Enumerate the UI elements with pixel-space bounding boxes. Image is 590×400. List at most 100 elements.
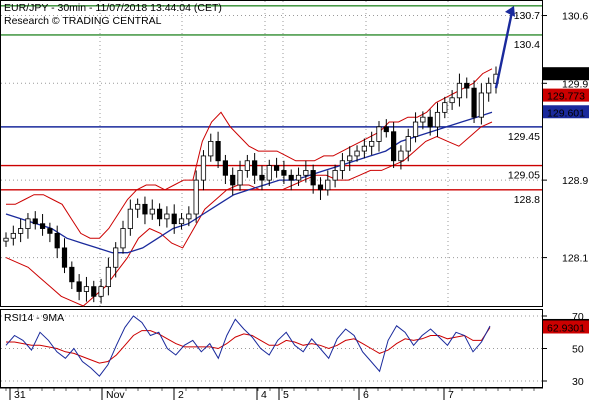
candle-body — [193, 179, 199, 215]
x-tick-label: 6 — [363, 389, 369, 400]
candle-body — [434, 111, 441, 128]
x-tick-label: 4 — [261, 389, 267, 400]
rsi-tick-label: 30 — [572, 376, 584, 388]
candle-body — [127, 208, 133, 229]
x-axis: 31 Nov 2 4 5 6 7 — [0, 387, 543, 400]
level-label: 129.05 — [508, 170, 540, 182]
candle-body — [295, 174, 302, 181]
candle-body — [288, 174, 294, 181]
candle-body — [405, 136, 411, 152]
candle-body — [186, 213, 192, 220]
indicator-value-tag-bg — [543, 88, 589, 102]
candle-body — [171, 213, 177, 225]
candle-body — [325, 179, 331, 191]
candle-body — [361, 145, 367, 152]
rsi-value-tag: 62.9301 — [547, 322, 585, 334]
candle-body — [391, 131, 397, 162]
rsi-panel-frame — [0, 309, 543, 388]
candle-body — [113, 247, 119, 268]
candle-body — [32, 218, 38, 225]
candle-body — [61, 247, 68, 268]
indicator-value-tag: 129.601 — [547, 107, 585, 119]
candle-body — [83, 286, 90, 292]
candle-body — [273, 165, 280, 171]
candle-body — [376, 126, 382, 142]
bollinger-upper-band — [6, 68, 493, 239]
indicator-value-tag-bg — [543, 105, 589, 119]
chart-title: EUR/JPY - 30min - 11/07/2018 13:44:04 (C… — [4, 2, 222, 14]
last-price-tag-bg — [543, 67, 589, 81]
candle-body — [478, 92, 484, 118]
x-tick-label: 2 — [178, 389, 184, 400]
bollinger-lower-band — [5, 121, 493, 307]
candle-body — [369, 140, 375, 147]
price-series-group — [3, 5, 515, 307]
candle-body — [339, 160, 346, 171]
candle-body — [76, 281, 82, 292]
candle-body — [281, 170, 287, 176]
candle-body — [3, 237, 9, 242]
chart-source: Research © TRADING CENTRAL — [4, 15, 162, 27]
candle-body — [303, 170, 309, 176]
candle-body — [135, 203, 141, 210]
x-tick-label: 31 — [14, 389, 26, 400]
x-tick-label: 5 — [283, 389, 289, 400]
candle-body — [178, 218, 185, 225]
candle-body — [208, 140, 214, 157]
price-tick-label: 128.1 — [562, 253, 588, 265]
candle-body — [471, 87, 477, 118]
candle-body — [464, 82, 470, 89]
candle-body — [18, 228, 24, 234]
candle-body — [54, 232, 60, 249]
candle-body — [456, 82, 463, 99]
candle-body — [215, 140, 221, 162]
candle-body — [427, 116, 433, 128]
x-tick-label: Nov — [106, 389, 125, 400]
candle-body — [10, 232, 16, 239]
candle-body — [47, 228, 53, 234]
level-label: 130.7 — [514, 10, 540, 22]
rsi-series-group — [5, 315, 491, 377]
price-panel-frame — [0, 0, 543, 307]
candle-body — [98, 286, 104, 297]
candle-body — [354, 150, 360, 157]
price-value-tags: 129.994 129.773 129.601 — [543, 67, 589, 119]
candle-body — [237, 170, 243, 186]
candle-body — [332, 170, 338, 181]
price-tick-label: 130.6 — [562, 11, 588, 23]
candle-body — [383, 126, 389, 133]
candle-body — [310, 170, 316, 186]
candle-body — [347, 155, 353, 162]
level-label: 129.45 — [508, 131, 540, 143]
price-y-axis: 130.6 129.9 128.9 128.1 — [542, 11, 588, 265]
projection-arrowhead — [505, 5, 515, 17]
level-label: 130.4 — [514, 39, 540, 51]
rsi-tick-label: 50 — [572, 344, 584, 356]
rsi-y-axis: 70 50 30 — [542, 311, 584, 388]
indicator-value-tag: 129.773 — [547, 91, 585, 103]
candle-body — [69, 266, 75, 283]
candle-body — [142, 203, 148, 215]
x-tick-label: 7 — [448, 389, 454, 400]
candle-body — [149, 208, 155, 215]
level-label: 128.8 — [514, 194, 540, 206]
candle-body — [449, 97, 455, 104]
candle-body — [156, 208, 163, 220]
candle-body — [266, 165, 272, 181]
projection-arrow — [494, 11, 514, 89]
rsi-value-tags: 63.869862.9301 — [543, 318, 589, 334]
rsi-title: RSI14 - 9MA — [4, 312, 64, 324]
rsi-line — [5, 315, 491, 377]
candle-body — [486, 82, 492, 94]
rsi-value-tag-bg — [543, 320, 589, 334]
candle-body — [230, 174, 236, 186]
candle-body — [222, 160, 229, 176]
candle-body — [252, 160, 258, 176]
candle-body — [259, 174, 265, 181]
candle-body — [244, 160, 250, 171]
candle-body — [442, 102, 448, 113]
candle-body — [105, 266, 111, 288]
candle-body — [164, 213, 170, 220]
price-tick-label: 129.9 — [562, 78, 588, 90]
